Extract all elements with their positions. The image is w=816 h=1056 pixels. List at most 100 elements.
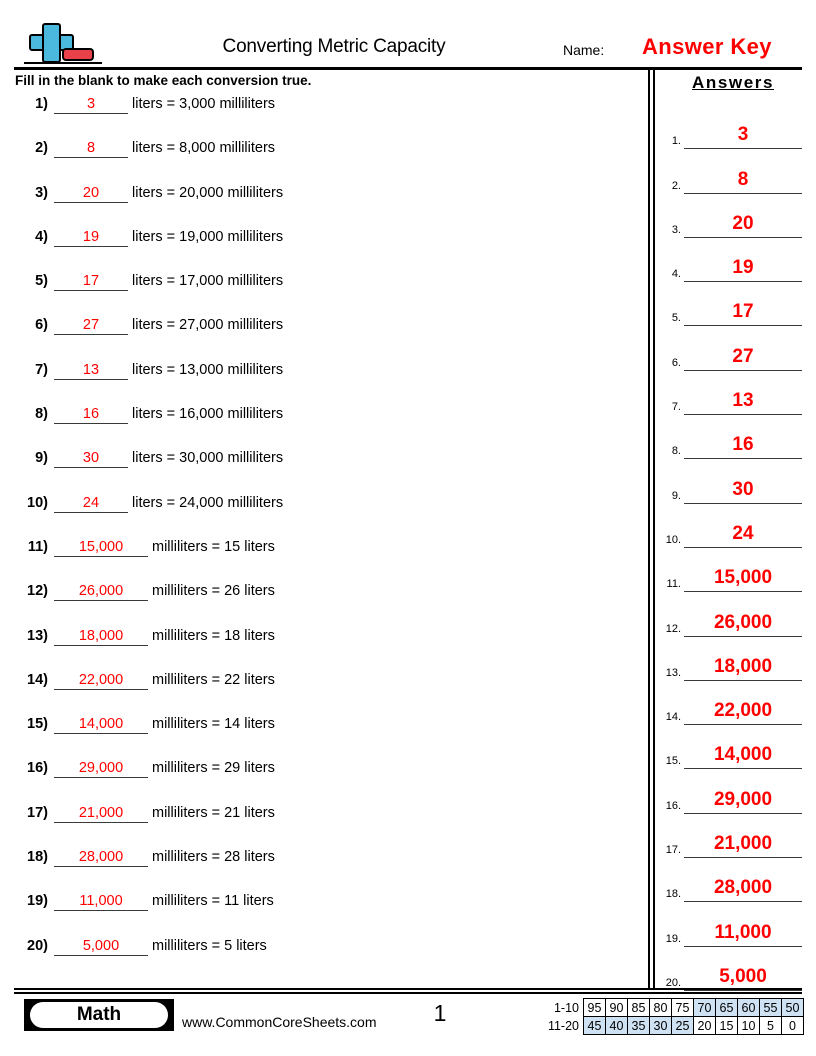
score-cell: 85 [627,998,650,1017]
answer-blank[interactable]: 22,000 [54,672,148,690]
answer-value[interactable]: 18,000 [713,655,773,677]
page-title: Converting Metric Capacity [222,36,446,57]
question-number: 7) [35,361,48,378]
answer-blank[interactable]: 18,000 [54,628,148,646]
score-row-label: 1-10 [553,1000,579,1015]
score-cell: 95 [583,998,606,1017]
answer-blank[interactable]: 11,000 [54,893,148,912]
answer-blank[interactable]: 8 [54,140,128,159]
answer-value[interactable]: 30 [732,478,754,500]
answer-blank[interactable]: 29,000 [54,760,148,779]
answer-value[interactable]: 20 [732,212,754,234]
answer-value[interactable]: 8 [737,168,749,190]
question-text: liters = 16,000 milliliters [132,406,284,423]
answer-value[interactable]: 17 [732,301,754,323]
answer-value[interactable]: 28,000 [713,877,773,899]
question-number: 2) [35,140,48,157]
answer-value[interactable]: 27 [732,345,754,367]
question-text: liters = 8,000 milliliters [132,140,276,157]
answer-blank[interactable]: 30 [54,450,128,469]
answer-blank[interactable]: 21,000 [54,805,148,823]
answer-blank[interactable]: 16 [54,406,128,425]
answer-underline [684,768,802,770]
answer-blank[interactable]: 15,000 [54,539,148,557]
question-text: milliliters = 5 liters [152,937,267,954]
answer-underline [684,635,802,637]
answer-value[interactable]: 24 [732,522,754,544]
answer-underline [684,546,802,548]
answer-number: 3. [671,223,681,236]
answer-blank[interactable]: 19 [54,229,128,247]
answer-value[interactable]: 14,000 [713,744,773,766]
answer-row: 20. 5,000 [660,948,806,992]
answer-value[interactable]: 29,000 [713,788,773,810]
question-row: 4) 19 liters = 19,000 milliliters [18,229,638,273]
answer-row: 5. 17 [660,283,806,327]
answer-blank[interactable]: 14,000 [54,716,148,735]
answer-row: 2. 8 [660,150,806,194]
question-number: 8) [35,406,48,423]
answer-number: 4. [671,268,681,281]
answer-blank[interactable]: 27 [54,317,128,336]
score-cell: 60 [737,998,760,1017]
answer-value[interactable]: 15,000 [713,567,773,589]
score-cell: 10 [737,1016,760,1035]
question-text: milliliters = 22 liters [152,671,275,688]
answer-blank[interactable]: 5,000 [54,938,148,956]
answer-value[interactable]: 21,000 [713,833,773,855]
answer-underline [684,369,802,371]
score-row-label: 11-20 [547,1018,579,1033]
answer-value[interactable]: 13 [732,390,754,412]
question-text: milliliters = 14 liters [152,716,275,733]
answer-number: 17. [665,844,681,857]
answer-underline [684,945,802,947]
answer-blank[interactable]: 13 [54,362,128,380]
answer-blank[interactable]: 20 [54,185,128,203]
score-cell: 40 [605,1016,628,1035]
answer-value[interactable]: 3 [737,124,749,146]
question-number: 1) [35,96,48,112]
answers-heading: Answers [691,73,775,92]
answer-row: 9. 30 [660,460,806,504]
column-divider-line-left [648,70,650,988]
question-number: 16) [27,760,48,777]
question-row: 9) 30 liters = 30,000 milliliters [18,450,638,494]
answer-row: 1. 3 [660,106,806,150]
answer-blank[interactable]: 28,000 [54,849,148,868]
score-table: 1-10 95 90 85 80 75 70 65 60 55 50 11-20 45 40 35 30 25 2… [535,998,804,1035]
answer-underline [684,414,802,416]
column-divider-line-right [653,70,655,988]
answer-row: 6. 27 [660,327,806,371]
answer-row: 7. 13 [660,372,806,416]
question-number: 19) [27,893,48,910]
score-table-body: 1-10 95 90 85 80 75 70 65 60 55 50 11-20 45 40 35 30 25 2… [535,998,804,1035]
answer-value[interactable]: 16 [732,434,754,456]
question-row: 18) 28,000 milliliters = 28 liters [18,849,638,893]
question-row: 3) 20 liters = 20,000 milliliters [18,185,638,229]
question-number: 17) [27,804,48,821]
question-row: 20) 5,000 milliliters = 5 liters [18,938,638,982]
answer-value[interactable]: 5,000 [719,965,767,987]
answer-number: 13. [665,666,681,679]
answer-row: 13. 18,000 [660,638,806,682]
question-number: 11) [27,538,48,555]
answer-blank[interactable]: 24 [54,495,128,513]
answer-value[interactable]: 19 [732,257,754,279]
answer-underline [684,812,802,814]
question-text: milliliters = 26 liters [152,583,275,600]
answer-row: 12. 26,000 [660,593,806,637]
answer-value[interactable]: 22,000 [713,700,773,722]
answer-blank[interactable]: 26,000 [54,583,148,602]
question-text: milliliters = 28 liters [152,849,275,866]
answer-blank[interactable]: 17 [54,273,128,292]
answer-number: 19. [665,932,681,945]
question-number: 6) [35,317,48,334]
answer-value[interactable]: 11,000 [714,921,772,943]
question-text: liters = 30,000 milliliters [132,450,284,467]
answer-underline [684,591,802,593]
question-number: 5) [35,273,48,290]
answer-underline [684,724,802,726]
answer-blank[interactable]: 3 [54,96,128,114]
question-row: 14) 22,000 milliliters = 22 liters [18,672,638,716]
answer-value[interactable]: 26,000 [713,611,773,633]
